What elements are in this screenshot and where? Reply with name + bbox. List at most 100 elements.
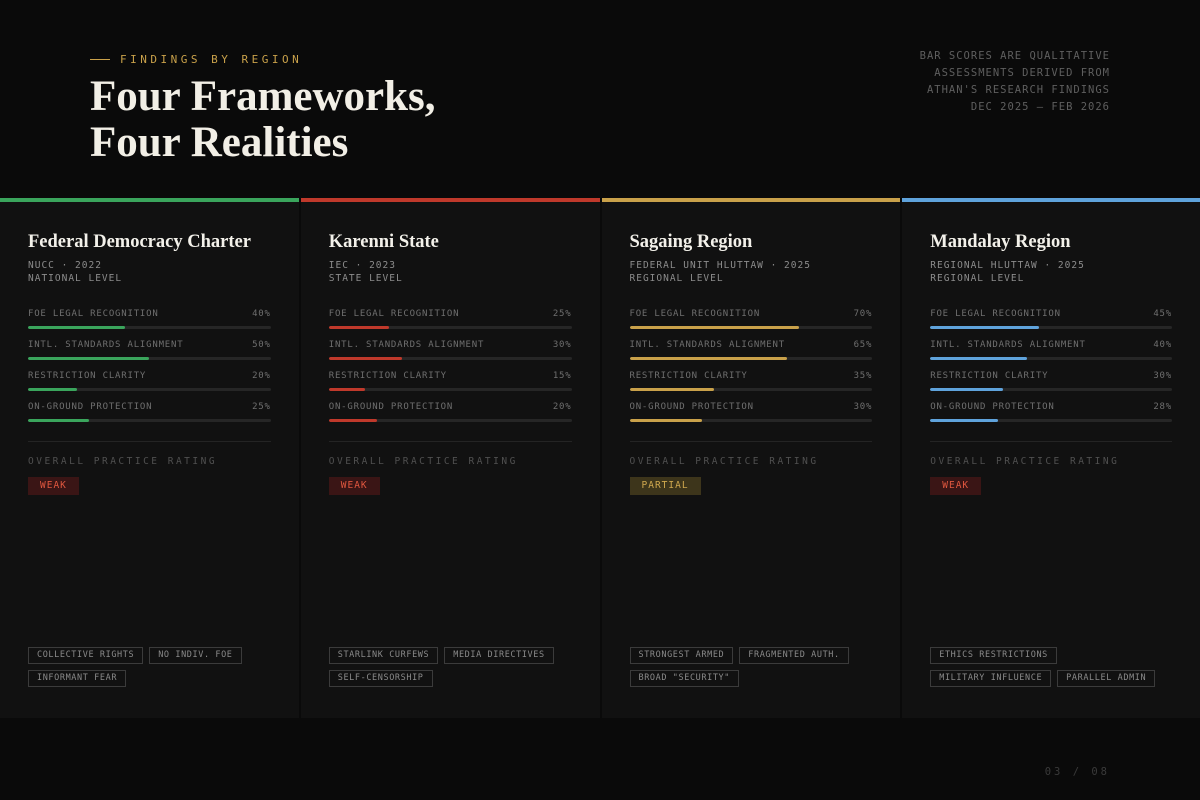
region-card: Sagaing Region FEDERAL UNIT HLUTTAW · 202… — [601, 198, 901, 718]
metric-bar-track — [629, 388, 873, 391]
metric-label: RESTRICTION CLARITY — [328, 371, 447, 381]
region-cards: Federal Democracy Charter NUCC · 2022 NATI… — [0, 198, 1200, 718]
metric-bar-track — [28, 357, 271, 360]
tag: NO INDIV. FOE — [149, 647, 242, 664]
metric-value: 30% — [853, 402, 873, 412]
metric-bar-fill — [328, 357, 402, 360]
card-subtitle: IEC · 2023 STATE LEVEL — [329, 259, 572, 285]
metric-bar-fill — [930, 326, 1040, 329]
rating-badge: WEAK — [28, 477, 79, 495]
page-title-line-1: Four Frameworks, — [90, 73, 436, 120]
card-title: Sagaing Region — [629, 232, 753, 252]
metric-bar-track — [328, 419, 572, 422]
card-body-year: REGIONAL HLUTTAW · 2025 — [930, 260, 1085, 271]
metric-row: INTL. STANDARDS ALIGNMENT 30% — [329, 339, 572, 352]
card-title: Karenni State — [328, 232, 439, 252]
metric-bar-track — [328, 357, 572, 360]
metric-label: FOE LEGAL RECOGNITION — [328, 309, 460, 319]
note-line: ATHAN'S RESEARCH FINDINGS — [926, 84, 1110, 96]
metric-bar-track — [930, 326, 1172, 329]
metric-label: INTL. STANDARDS ALIGNMENT — [930, 340, 1086, 350]
divider — [328, 441, 572, 442]
metric-row: FOE LEGAL RECOGNITION 45% — [930, 308, 1172, 321]
metric-row: ON-GROUND PROTECTION 25% — [28, 401, 271, 414]
metric-bar-fill — [629, 326, 800, 329]
tag-list: STRONGEST ARMED FRAGMENTED AUTH. BROAD "SE… — [629, 647, 881, 693]
rating-label: OVERALL PRACTICE RATING — [328, 456, 518, 467]
card-body-year: IEC · 2023 — [328, 260, 396, 271]
metric-bar-track — [930, 357, 1172, 360]
metric-bar-track — [930, 419, 1172, 422]
card-level: STATE LEVEL — [328, 273, 403, 284]
metric: FOE LEGAL RECOGNITION 25% — [328, 308, 572, 339]
divider — [28, 441, 271, 442]
metric-bar-track — [629, 326, 873, 329]
card-level: REGIONAL LEVEL — [930, 273, 1025, 284]
rating-badge: PARTIAL — [629, 477, 701, 495]
metric-row: FOE LEGAL RECOGNITION 70% — [630, 308, 873, 321]
metric-label: RESTRICTION CLARITY — [930, 371, 1049, 381]
tag: BROAD "SECURITY" — [629, 670, 739, 687]
metric-row: RESTRICTION CLARITY 35% — [630, 370, 873, 383]
eyebrow-text: FINDINGS BY REGION — [120, 53, 303, 66]
page-title: Four Frameworks, Four Realities — [90, 74, 436, 166]
metric-value: 40% — [252, 309, 271, 319]
tag: STARLINK CURFEWS — [328, 647, 439, 664]
metric-row: FOE LEGAL RECOGNITION 25% — [329, 308, 572, 321]
metric-value: 45% — [1153, 309, 1172, 319]
card-title: Federal Democracy Charter — [28, 232, 251, 252]
metric-row: RESTRICTION CLARITY 20% — [28, 370, 271, 383]
metric-label: ON-GROUND PROTECTION — [629, 402, 754, 412]
eyebrow-rule — [90, 59, 110, 60]
metric-bar-fill — [930, 388, 1003, 391]
tag-list: ETHICS RESTRICTIONS MILITARY INFLUENCE PAR… — [930, 647, 1180, 693]
metric: FOE LEGAL RECOGNITION 45% — [930, 308, 1172, 339]
tag: ETHICS RESTRICTIONS — [930, 647, 1057, 664]
metric-value: 25% — [252, 402, 271, 412]
methodology-note: BAR SCORES ARE QUALITATIVE ASSESSMENTS D… — [920, 48, 1110, 116]
metric-value: 20% — [552, 402, 572, 412]
metric-label: RESTRICTION CLARITY — [629, 371, 748, 381]
metric-list: FOE LEGAL RECOGNITION 40% INTL. STANDARDS … — [28, 308, 271, 432]
metric: INTL. STANDARDS ALIGNMENT 65% — [629, 339, 873, 370]
metric-value: 15% — [552, 371, 572, 381]
metric-bar-track — [328, 388, 572, 391]
metric-bar-fill — [328, 419, 378, 422]
metric: INTL. STANDARDS ALIGNMENT 40% — [930, 339, 1172, 370]
metric-label: FOE LEGAL RECOGNITION — [629, 309, 761, 319]
metric-bar-track — [629, 419, 873, 422]
tag-list: COLLECTIVE RIGHTS NO INDIV. FOE INFORMANT … — [28, 647, 279, 693]
metric-bar-fill — [629, 357, 788, 360]
metric-label: FOE LEGAL RECOGNITION — [28, 309, 159, 319]
metric-bar-fill — [629, 388, 715, 391]
metric-value: 30% — [1153, 371, 1172, 381]
header: FINDINGS BY REGION Four Frameworks, Four… — [0, 0, 1200, 198]
metric-bar-fill — [930, 357, 1027, 360]
metric-row: RESTRICTION CLARITY 30% — [930, 370, 1172, 383]
metric-label: INTL. STANDARDS ALIGNMENT — [28, 340, 184, 350]
card-subtitle: NUCC · 2022 NATIONAL LEVEL — [28, 259, 271, 285]
card-title: Mandalay Region — [930, 232, 1071, 252]
region-card: Mandalay Region REGIONAL HLUTTAW · 2025 RE… — [902, 198, 1200, 718]
metric: FOE LEGAL RECOGNITION 40% — [28, 308, 271, 339]
metric-bar-fill — [28, 388, 77, 391]
metric-row: ON-GROUND PROTECTION 28% — [930, 401, 1172, 414]
metric: ON-GROUND PROTECTION 30% — [629, 401, 873, 432]
card-level: REGIONAL LEVEL — [629, 273, 724, 284]
metric-value: 50% — [252, 340, 271, 350]
metric-bar-track — [328, 326, 572, 329]
rating-badge: WEAK — [930, 477, 982, 495]
metric-bar-track — [28, 326, 271, 329]
rating-badge: WEAK — [328, 477, 380, 495]
metric: INTL. STANDARDS ALIGNMENT 30% — [328, 339, 572, 370]
metric-bar-fill — [28, 419, 89, 422]
divider — [629, 441, 873, 442]
metric-value: 35% — [853, 371, 873, 381]
metric-row: INTL. STANDARDS ALIGNMENT 65% — [630, 339, 873, 352]
metric-label: INTL. STANDARDS ALIGNMENT — [629, 340, 785, 350]
divider — [930, 441, 1172, 442]
metric-value: 20% — [252, 371, 271, 381]
metric-label: RESTRICTION CLARITY — [28, 371, 147, 381]
metric: RESTRICTION CLARITY 35% — [629, 370, 873, 401]
metric-row: ON-GROUND PROTECTION 20% — [329, 401, 572, 414]
